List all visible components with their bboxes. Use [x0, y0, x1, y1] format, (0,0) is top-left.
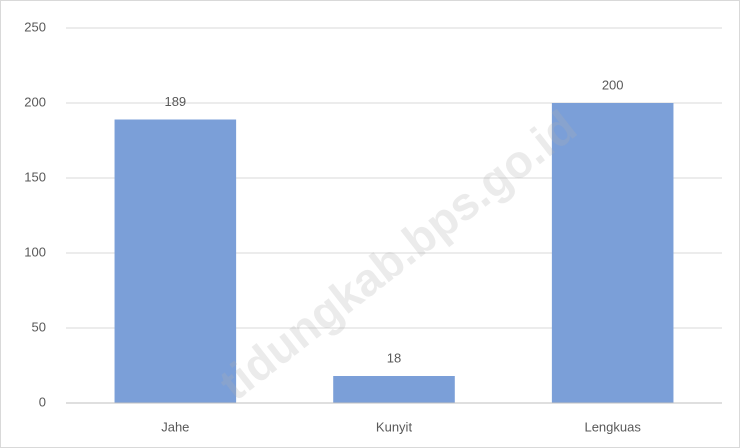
data-label: 200	[602, 77, 624, 92]
x-tick-label: Jahe	[161, 419, 189, 434]
bar	[114, 119, 237, 403]
y-tick-label: 150	[24, 169, 46, 184]
data-label: 189	[164, 94, 186, 109]
y-tick-label: 0	[39, 394, 46, 409]
data-label: 18	[387, 350, 401, 365]
bar	[551, 103, 674, 403]
x-tick-label: Kunyit	[376, 419, 413, 434]
x-tick-label: Lengkuas	[584, 419, 641, 434]
y-tick-label: 250	[24, 19, 46, 34]
bar	[333, 376, 455, 403]
y-tick-label: 50	[32, 319, 46, 334]
y-tick-label: 200	[24, 94, 46, 109]
y-tick-label: 100	[24, 244, 46, 259]
